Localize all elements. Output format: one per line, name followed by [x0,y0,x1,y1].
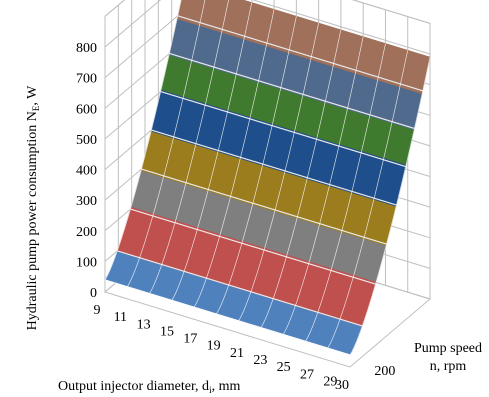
surface-mesh-line [282,36,364,335]
surface-edge [104,279,351,356]
z-tick-label: 100 [76,255,97,270]
surface-mesh-line [260,29,342,328]
band-boundary [169,52,415,130]
z-tick-label: 200 [76,225,97,240]
y-tick-label: 200 [374,364,395,379]
surface-mesh-line [127,0,206,287]
z-tick-label: 800 [76,41,97,56]
x-tick-label: 27 [300,367,314,382]
y-axis-label-line1: Pump speed [414,341,482,356]
x-tick-label: 25 [277,360,291,375]
z-tick-label: 600 [76,102,97,117]
z-tick-label: 400 [76,164,97,179]
surface-mesh-line [104,0,182,280]
band-boundary [141,168,387,245]
x-tick-label: 13 [137,317,151,332]
surface-mesh-line [171,2,253,301]
y-axis-ticks: 200 [374,364,395,379]
x-tick-label: 19 [207,339,221,354]
x-tick-label: 21 [230,346,244,361]
band-boundary [130,208,376,285]
z-axis-label: Hydraulic pump power consumption NE, W [25,85,41,331]
surface-mesh-line [349,57,431,355]
z-axis-ticks: 0 100 200 300 400 500 600 700 800 [76,41,97,301]
y-axis-label-line2: n, rpm [430,359,467,374]
band-boundary [117,250,363,327]
x-tick-label: 17 [183,332,197,347]
z-tick-label: 700 [76,72,97,87]
x-tick-label: 30 [335,378,349,393]
surface-mesh-line [149,0,229,294]
surface-plot [104,0,431,356]
surface-mesh-line [238,22,319,321]
z-tick-label: 300 [76,194,97,209]
x-tick-label: 29 [323,374,337,389]
band-boundary [151,129,397,206]
x-tick-label: 11 [114,310,127,325]
x-tick-label: 23 [253,353,267,368]
x-axis-label: Output injector diameter, di, mm [58,379,240,395]
x-tick-label: 15 [160,324,174,339]
surface-mesh-line [305,43,386,342]
z-tick-label: 500 [76,133,97,148]
band-boundary [160,90,406,168]
surface-mesh-line [327,50,409,349]
surface-mesh-line [216,16,297,314]
surface-mesh-line [193,9,275,308]
x-tick-label: 9 [94,303,101,318]
z-tick-label: 0 [90,286,97,301]
band-boundary [177,15,423,92]
